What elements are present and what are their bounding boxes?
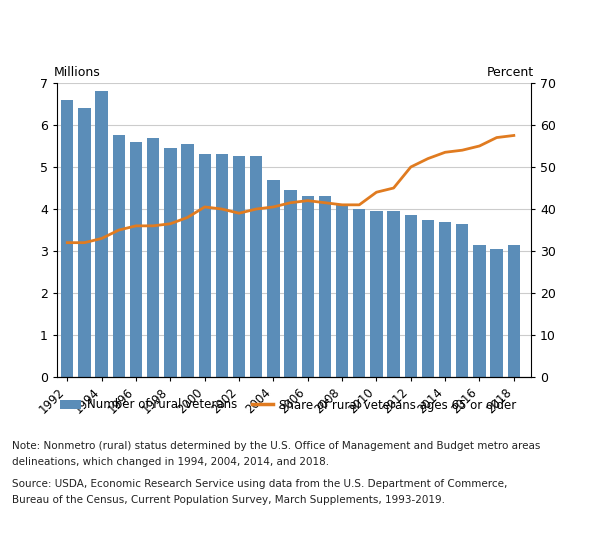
FancyBboxPatch shape: [462, 15, 522, 63]
Bar: [388, 211, 400, 377]
Legend: Number of rural veterans, Share of rural veterans ages 65 or older: Number of rural veterans, Share of rural…: [55, 394, 521, 416]
Text: Source: USDA, Economic Research Service using data from the U.S. Department of C: Source: USDA, Economic Research Service …: [12, 479, 508, 489]
Bar: [164, 148, 176, 377]
Text: Service: Service: [525, 56, 553, 65]
Bar: [147, 137, 160, 377]
Bar: [370, 211, 383, 377]
Bar: [319, 196, 331, 377]
Bar: [353, 209, 365, 377]
Bar: [404, 215, 417, 377]
Bar: [508, 245, 520, 377]
Bar: [215, 155, 228, 377]
Bar: [284, 190, 297, 377]
Bar: [250, 156, 262, 377]
Bar: [336, 205, 348, 377]
Bar: [61, 100, 73, 377]
Bar: [302, 196, 314, 377]
Bar: [422, 219, 434, 377]
Text: Note: Nonmetro (rural) status determined by the U.S. Office of Management and Bu: Note: Nonmetro (rural) status determined…: [12, 441, 541, 452]
Text: Veterans in rural U.S. counties, 1992-2018: Veterans in rural U.S. counties, 1992-20…: [10, 29, 427, 48]
Text: USDA: USDA: [525, 8, 564, 21]
Text: Economic: Economic: [525, 31, 562, 40]
Bar: [130, 142, 142, 377]
Bar: [490, 249, 503, 377]
Bar: [473, 245, 485, 377]
Bar: [95, 91, 108, 377]
Bar: [233, 156, 245, 377]
Bar: [78, 108, 91, 377]
Bar: [439, 221, 451, 377]
Text: Percent: Percent: [487, 66, 534, 79]
Bar: [199, 155, 211, 377]
Bar: [113, 135, 125, 377]
Bar: [267, 180, 280, 377]
Bar: [181, 144, 194, 377]
Text: Millions: Millions: [54, 66, 101, 79]
Text: Research: Research: [525, 43, 560, 52]
Text: delineations, which changed in 1994, 2004, 2014, and 2018.: delineations, which changed in 1994, 200…: [12, 457, 329, 468]
Text: Bureau of the Census, Current Population Survey, March Supplements, 1993-2019.: Bureau of the Census, Current Population…: [12, 495, 445, 505]
Bar: [456, 224, 469, 377]
